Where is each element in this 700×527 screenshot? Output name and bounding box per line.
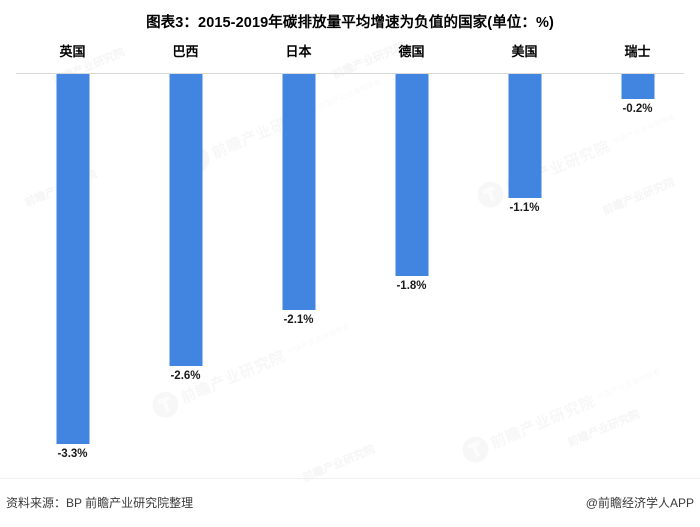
bars-layer: 英国 -3.3% 巴西 -2.6% 日本 -2.1% 德国 -1.8% 美国 (16, 44, 684, 464)
bar-5[interactable] (621, 74, 654, 99)
bar-group-3[interactable]: 德国 -1.8% (355, 44, 468, 464)
category-label-3: 德国 (398, 44, 425, 59)
bar-4[interactable] (508, 74, 541, 198)
plot-area: 英国 -3.3% 巴西 -2.6% 日本 -2.1% 德国 -1.8% 美国 (16, 44, 684, 464)
category-label-2: 日本 (285, 44, 312, 59)
bar-0[interactable] (56, 74, 89, 444)
zero-axis-line (16, 73, 684, 74)
value-label-3: -1.8% (396, 280, 427, 292)
category-label-1: 巴西 (172, 44, 199, 59)
bar-2[interactable] (282, 74, 315, 310)
chart-title: 图表3：2015-2019年碳排放量平均增速为负值的国家(单位：%) (146, 15, 554, 31)
bar-group-2[interactable]: 日本 -2.1% (242, 44, 355, 464)
value-label-5: -0.2% (622, 103, 653, 115)
bar-group-4[interactable]: 美国 -1.1% (468, 44, 581, 464)
bar-1[interactable] (169, 74, 202, 366)
footer-divider (0, 478, 700, 479)
category-label-0: 英国 (59, 44, 86, 59)
bar-group-0[interactable]: 英国 -3.3% (16, 44, 129, 464)
bar-group-5[interactable]: 瑞士 -0.2% (581, 44, 694, 464)
category-label-5: 瑞士 (624, 44, 651, 59)
bar-3[interactable] (395, 74, 428, 276)
value-label-1: -2.6% (170, 370, 201, 382)
value-label-4: -1.1% (509, 202, 540, 214)
source-note: 资料来源：BP 前瞻产业研究院整理 (6, 496, 194, 510)
category-label-4: 美国 (511, 44, 538, 59)
brand-note: @前瞻经济学人APP (585, 496, 694, 510)
value-label-2: -2.1% (283, 314, 314, 326)
value-label-0: -3.3% (57, 448, 88, 460)
bar-group-1[interactable]: 巴西 -2.6% (129, 44, 242, 464)
